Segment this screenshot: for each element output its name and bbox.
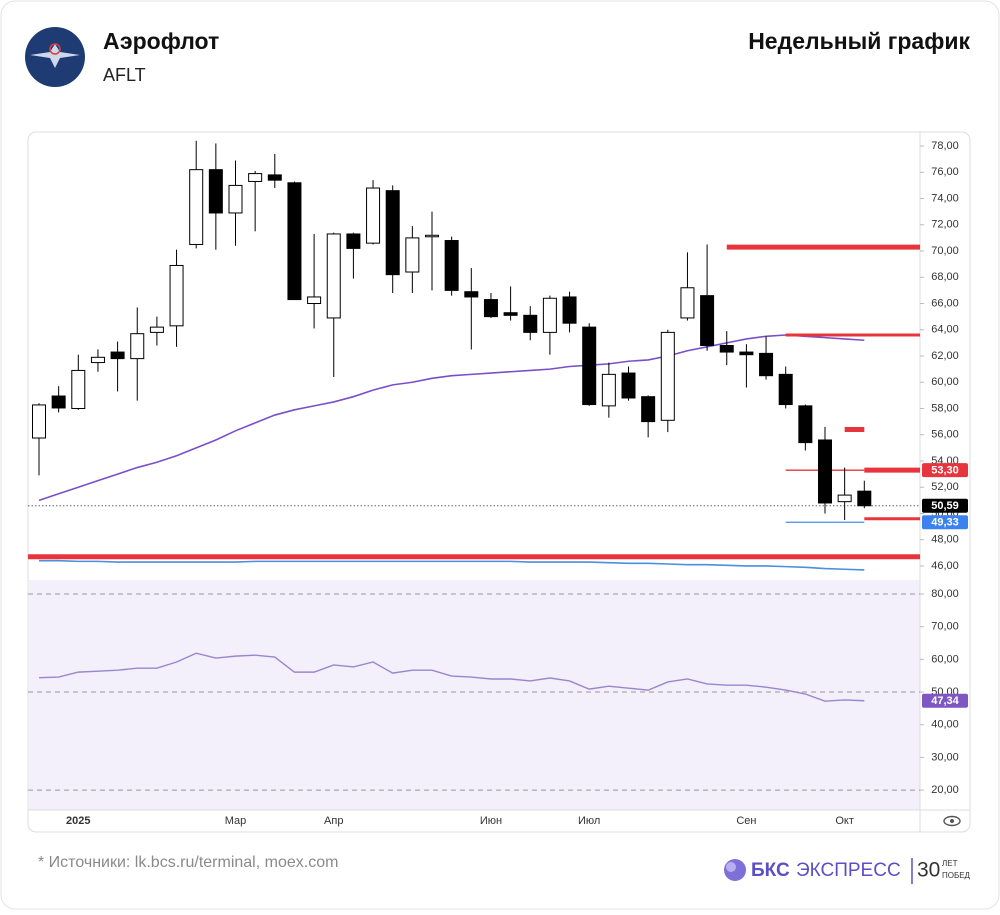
candle-body <box>110 351 125 360</box>
y-tick-label: 74,00 <box>931 192 959 204</box>
eye-icon[interactable] <box>943 815 961 827</box>
x-tick-label: Июл <box>578 815 600 827</box>
rsi-tick-label: 30,00 <box>931 751 959 763</box>
candle-body <box>837 494 852 503</box>
candle-body <box>425 234 439 238</box>
candle-body <box>503 312 518 316</box>
candle-body <box>542 297 557 333</box>
y-tick-label: 68,00 <box>931 271 959 283</box>
candle-body <box>700 295 715 347</box>
x-tick-label: Июн <box>480 815 502 827</box>
logo <box>25 27 85 87</box>
y-tick-label: 56,00 <box>931 429 959 441</box>
rsi-panel <box>29 580 920 810</box>
x-tick-label: Окт <box>835 815 854 827</box>
candle-body <box>621 372 636 399</box>
company: Аэрофлот <box>103 28 219 54</box>
ticker: AFLT <box>103 65 146 85</box>
candle-body <box>601 373 616 407</box>
y-tick-label: 62,00 <box>931 350 959 362</box>
candle-body <box>739 351 754 356</box>
candle-body <box>582 326 597 406</box>
candle-body <box>798 405 813 444</box>
rsi-line <box>38 652 865 702</box>
candle-body <box>228 184 243 214</box>
candle-body <box>464 291 479 298</box>
candle-body <box>562 296 577 324</box>
candle-body <box>680 287 695 319</box>
candle-body <box>248 173 263 182</box>
brand-bold: БКС <box>751 860 790 881</box>
candle-body <box>287 182 302 301</box>
price-label-box <box>922 498 968 513</box>
candle-body <box>660 331 675 421</box>
y-tick-label: 78,00 <box>931 140 959 152</box>
candle-body <box>346 233 361 249</box>
x-tick-label: 2025 <box>66 815 90 827</box>
candle-body <box>208 169 223 214</box>
candle-body <box>385 190 400 276</box>
candle-body <box>483 299 498 318</box>
y-tick-label: 46,00 <box>931 560 959 572</box>
candle-body <box>405 237 420 273</box>
price-label-box <box>922 515 968 530</box>
candle-body <box>267 174 282 181</box>
price-label: 53,30 <box>931 465 959 477</box>
candle-body <box>149 326 164 333</box>
indicator-line <box>39 559 865 571</box>
rsi-tick-label: 70,00 <box>931 621 959 633</box>
candle-body <box>169 264 184 327</box>
candle-body <box>71 369 86 409</box>
candle-body <box>130 333 145 360</box>
y-tick-label: 52,00 <box>931 481 959 493</box>
x-tick-label: Сен <box>736 815 756 827</box>
candle-body <box>307 296 322 305</box>
badge-top: ЛЕТ <box>942 859 958 868</box>
candle-body <box>759 352 774 377</box>
brand: БКС ЭКСПРЕСС 30 ЛЕТ ПОБЕД <box>724 858 971 884</box>
chart-label: Недельный график <box>748 28 970 54</box>
candle-body <box>818 439 832 504</box>
x-tick-label: Мар <box>225 815 247 827</box>
candle-body <box>366 187 381 244</box>
y-tick-label: 60,00 <box>931 376 959 388</box>
candle-body <box>778 373 793 406</box>
rsi-tick-label: 80,00 <box>931 588 959 600</box>
badge: 30 <box>917 859 940 882</box>
candle-body <box>641 396 656 423</box>
y-tick-label: 76,00 <box>931 166 959 178</box>
price-label: 49,33 <box>931 517 959 529</box>
candle-body <box>326 233 341 319</box>
price-label-box <box>922 463 968 478</box>
candle-body <box>51 395 66 409</box>
brand-name: ЭКСПРЕСС <box>796 860 901 881</box>
badge-bottom: ПОБЕД <box>942 871 971 880</box>
y-tick-label: 72,00 <box>931 219 959 231</box>
y-tick-label: 66,00 <box>931 297 959 309</box>
candle-body <box>32 404 46 439</box>
source-note: * Источники: lk.bcs.ru/terminal, moex.co… <box>38 854 338 871</box>
rsi-tick-label: 60,00 <box>931 653 959 665</box>
candle-body <box>857 490 872 507</box>
rsi-label: 47,34 <box>931 695 959 707</box>
y-tick-label: 70,00 <box>931 245 959 257</box>
candle-body <box>90 356 105 364</box>
rsi-label-box <box>922 693 968 708</box>
y-tick-label: 48,00 <box>931 534 959 546</box>
y-tick-label: 64,00 <box>931 324 959 336</box>
rsi-tick-label: 40,00 <box>931 719 959 731</box>
candle-body <box>444 240 459 291</box>
x-tick-label: Апр <box>324 815 343 827</box>
candle-body <box>523 314 538 333</box>
y-tick-label: 58,00 <box>931 402 959 414</box>
candle-body <box>189 169 204 245</box>
candle-body <box>719 345 734 353</box>
price-label: 50,59 <box>931 500 959 512</box>
rsi-tick-label: 20,00 <box>931 784 959 796</box>
